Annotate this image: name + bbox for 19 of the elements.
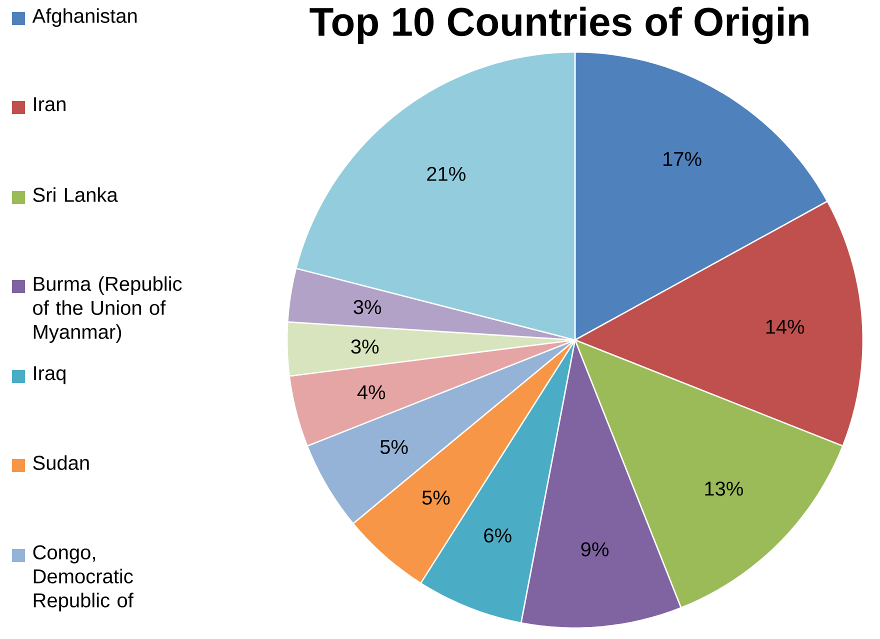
- data-label: 21%: [427, 166, 466, 181]
- data-label: 4%: [357, 385, 386, 400]
- data-label: 3%: [354, 300, 382, 314]
- data-label: 3%: [351, 340, 379, 354]
- chart-title: Top 10 Countries of Origin: [310, 6, 808, 44]
- legend-label: Sri Lanka: [33, 187, 118, 202]
- data-label: 5%: [422, 490, 450, 505]
- data-label: 5%: [380, 440, 408, 454]
- legend-label: Sudan: [33, 455, 89, 470]
- data-label: 13%: [705, 482, 743, 496]
- legend-label: Congo, Democratic Republic of: [33, 545, 134, 612]
- data-label: 14%: [766, 320, 804, 334]
- legend-label: Iraq: [34, 366, 66, 384]
- legend-label: Iran: [34, 97, 66, 112]
- data-label: 17%: [664, 152, 702, 166]
- legend-label: Afghanistan: [32, 8, 137, 27]
- data-label: 6%: [484, 528, 512, 543]
- data-label: 9%: [581, 542, 609, 556]
- legend-label: Burma (Republic of the Union of Myanmar): [33, 276, 182, 343]
